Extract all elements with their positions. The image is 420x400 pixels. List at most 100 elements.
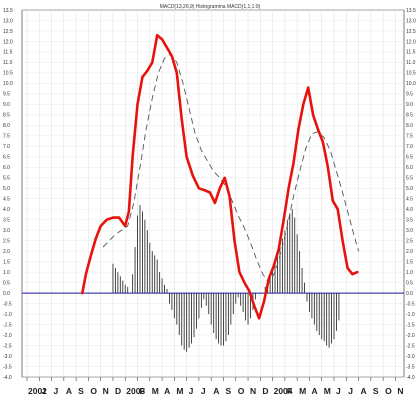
y-tick-label: 1.5 (3, 259, 10, 265)
y-tick-label: 12.5 (3, 29, 13, 35)
y-tick-label: 4.5 (406, 197, 413, 203)
y-tick-label: -3.0 (406, 354, 415, 360)
y-tick-label: 0.5 (406, 280, 413, 286)
x-tick-label: N (250, 386, 256, 396)
x-tick-label: M (324, 386, 331, 396)
y-tick-label: -3.5 (3, 364, 12, 370)
x-tick-label: N (397, 386, 403, 396)
x-tick-label: A (164, 386, 170, 396)
y-tick-label: 7.5 (3, 134, 10, 140)
x-tick-label: A (361, 386, 367, 396)
y-tick-label: 11.5 (3, 50, 13, 56)
y-tick-label: 3.0 (3, 228, 10, 234)
y-tick-label: 6.0 (3, 165, 10, 171)
y-tick-label: 1.0 (3, 270, 10, 276)
y-tick-label: -2.0 (3, 333, 12, 339)
y-axis-right: 13.5 13.0 12.5 12.0 11.5 11.0 10.5 10.0 9.5 9.0 8.… (406, 8, 416, 381)
x-tick-label: D (115, 386, 121, 396)
y-tick-label: 9.0 (406, 102, 413, 108)
y-tick-label: 13.0 (406, 18, 416, 24)
y-tick-label: 13.5 (406, 8, 416, 14)
y-tick-label: -4.0 (406, 375, 415, 381)
y-tick-label: -2.5 (3, 343, 12, 349)
y-tick-label: 10.0 (3, 81, 13, 87)
y-tick-label: 9.0 (3, 102, 10, 108)
y-tick-label: -1.5 (406, 322, 415, 328)
x-tick-label: 2004 (274, 386, 293, 396)
x-tick-label: J (189, 386, 194, 396)
x-tick-label: 2002 (28, 386, 47, 396)
x-tick-label: A (311, 386, 317, 396)
y-tick-label: 6.5 (406, 155, 413, 161)
x-tick-label: S (225, 386, 231, 396)
y-tick-label: 3.5 (3, 218, 10, 224)
y-tick-label: 1.0 (406, 270, 413, 276)
y-tick-label: 11.0 (406, 60, 416, 66)
y-tick-label: 4.0 (406, 207, 413, 213)
y-tick-label: -2.5 (406, 343, 415, 349)
y-tick-label: 6.0 (406, 165, 413, 171)
y-tick-label: 11.0 (3, 60, 13, 66)
x-tick-label: A (213, 386, 219, 396)
plot-frame (21, 9, 405, 378)
y-tick-label: 12.0 (3, 39, 13, 45)
x-tick-label: A (66, 386, 72, 396)
y-tick-label: 5.5 (406, 176, 413, 182)
x-tick-label: M (152, 386, 159, 396)
y-tick-label: 8.5 (3, 113, 10, 119)
y-tick-label: 8.0 (406, 123, 413, 129)
y-tick-label: 3.5 (406, 218, 413, 224)
y-tick-label: 13.5 (3, 8, 13, 14)
y-tick-label: 5.0 (3, 186, 10, 192)
y-tick-label: 1.5 (406, 259, 413, 265)
y-tick-label: 2.5 (3, 238, 10, 244)
y-tick-label: 12.0 (406, 39, 416, 45)
macd-line (81, 33, 359, 320)
y-tick-label: 3.0 (406, 228, 413, 234)
x-tick-label: N (103, 386, 109, 396)
y-tick-label: 9.5 (406, 92, 413, 98)
x-tick-label: S (78, 386, 84, 396)
x-tick-label: J (201, 386, 206, 396)
y-tick-label: 8.5 (406, 113, 413, 119)
y-tick-label: 4.0 (3, 207, 10, 213)
y-tick-label: 7.0 (3, 144, 10, 150)
y-tick-label: 0.5 (3, 280, 10, 286)
chart-title: MACD(13,26,9) Histogramma MACD(1,1,1:9) (160, 4, 261, 10)
y-tick-label: 10.5 (3, 71, 13, 77)
y-tick-label: -0.5 (406, 301, 415, 307)
x-tick-label: J (41, 386, 46, 396)
x-tick-label: S (373, 386, 379, 396)
y-tick-label: -1.5 (3, 322, 12, 328)
y-tick-label: 7.5 (406, 134, 413, 140)
y-tick-label: 5.5 (3, 176, 10, 182)
y-tick-label: -4.0 (3, 375, 12, 381)
y-tick-label: 4.5 (3, 197, 10, 203)
y-tick-label: -3.5 (406, 364, 415, 370)
y-tick-label: 13.0 (3, 18, 13, 24)
y-tick-label: -2.0 (406, 333, 415, 339)
y-tick-label: 9.5 (3, 92, 10, 98)
macd-series (81, 33, 359, 320)
y-tick-label: 0.0 (406, 291, 413, 297)
y-tick-label: 8.0 (3, 123, 10, 129)
y-tick-label: 5.0 (406, 186, 413, 192)
y-tick-label: 10.0 (406, 81, 416, 87)
x-tick-label: O (385, 386, 392, 396)
x-tick-label: 2003 (126, 386, 145, 396)
y-tick-label: 2.0 (3, 249, 10, 255)
y-tick-label: 10.5 (406, 71, 416, 77)
x-tick-label: O (238, 386, 245, 396)
x-tick-label: F (140, 386, 145, 396)
y-tick-label: -0.5 (3, 301, 12, 307)
y-tick-label: -1.0 (406, 312, 415, 318)
x-tick-label: D (262, 386, 268, 396)
x-tick-label: J (336, 386, 341, 396)
x-tick-label: J (54, 386, 59, 396)
grid (21, 9, 405, 378)
x-tick-label: J (348, 386, 353, 396)
y-tick-label: 12.5 (406, 29, 416, 35)
